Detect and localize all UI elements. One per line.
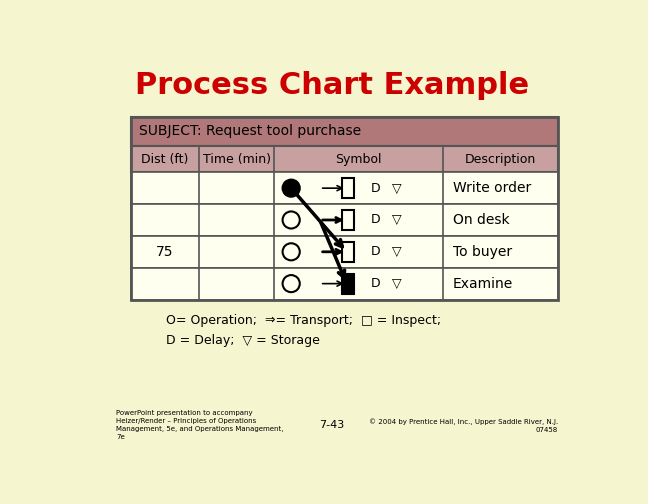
Text: Description: Description <box>465 153 536 165</box>
Text: Symbol: Symbol <box>335 153 382 165</box>
Text: ▽: ▽ <box>392 277 402 290</box>
Text: To buyer: To buyer <box>452 245 512 259</box>
Bar <box>131 117 558 299</box>
Text: ▽: ▽ <box>392 245 402 259</box>
Text: O= Operation;  ⇒= Transport;  □ = Inspect;: O= Operation; ⇒= Transport; □ = Inspect; <box>167 314 441 328</box>
Bar <box>131 236 558 268</box>
Bar <box>131 204 558 236</box>
Text: Write order: Write order <box>452 181 531 195</box>
Ellipse shape <box>283 179 300 197</box>
Text: D: D <box>371 214 380 226</box>
Text: PowerPoint presentation to accompany
Heizer/Render – Principles of Operations
Ma: PowerPoint presentation to accompany Hei… <box>116 410 284 440</box>
Bar <box>341 178 354 198</box>
Text: D: D <box>371 277 380 290</box>
Text: Process Chart Example: Process Chart Example <box>135 71 529 100</box>
Text: © 2004 by Prentice Hall, Inc., Upper Saddle River, N.J.
07458: © 2004 by Prentice Hall, Inc., Upper Sad… <box>369 418 558 432</box>
Text: Dist (ft): Dist (ft) <box>141 153 189 165</box>
Text: SUBJECT: Request tool purchase: SUBJECT: Request tool purchase <box>139 124 361 138</box>
Text: D: D <box>371 245 380 259</box>
Text: On desk: On desk <box>452 213 509 227</box>
Text: ▽: ▽ <box>392 214 402 226</box>
Text: ▽: ▽ <box>392 181 402 195</box>
Text: Examine: Examine <box>452 277 513 291</box>
Bar <box>131 172 558 204</box>
Bar <box>341 242 354 262</box>
Text: Time (min): Time (min) <box>203 153 271 165</box>
Bar <box>131 117 558 146</box>
Text: D = Delay;  ▽ = Storage: D = Delay; ▽ = Storage <box>167 334 320 347</box>
Text: 75: 75 <box>156 245 174 259</box>
Bar <box>341 274 354 294</box>
Bar <box>131 268 558 299</box>
Bar <box>341 210 354 230</box>
Bar <box>131 146 558 172</box>
Text: D: D <box>371 181 380 195</box>
Text: 7-43: 7-43 <box>319 420 345 430</box>
